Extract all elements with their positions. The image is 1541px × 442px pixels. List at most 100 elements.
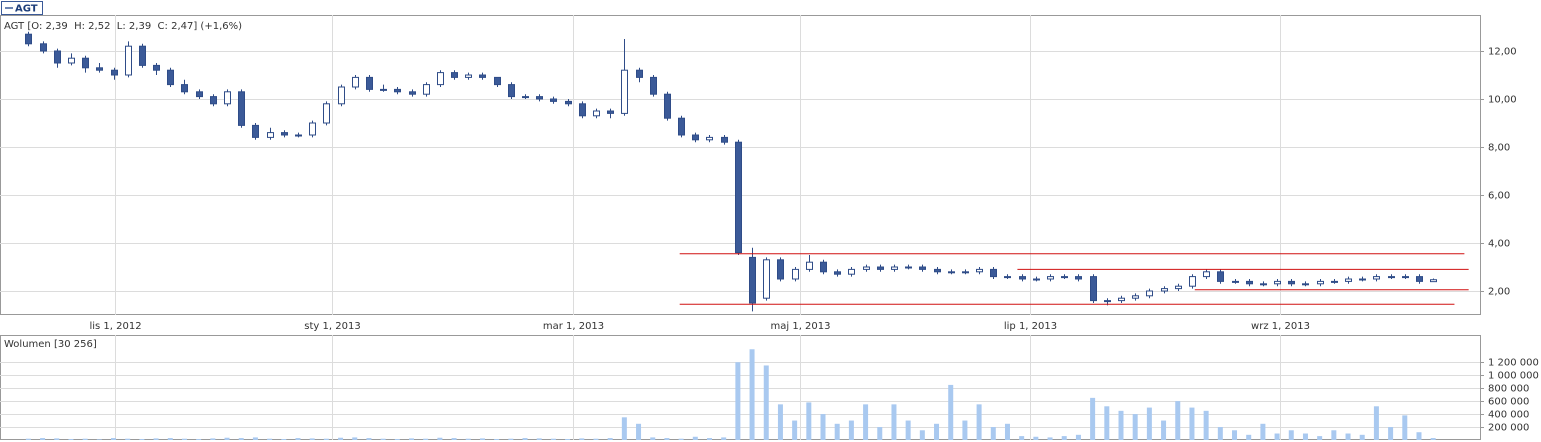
volume-bar [735, 362, 741, 440]
volume-bar [1217, 427, 1223, 440]
candle-body [919, 266, 926, 270]
candle-body [409, 91, 416, 95]
volume-bar [550, 438, 556, 440]
y-tick-label: 2,00 [1488, 287, 1510, 298]
candle-body [863, 266, 870, 270]
volume-bar [224, 437, 230, 440]
candle-body [508, 84, 515, 98]
candle-body [167, 69, 174, 86]
volume-bar [479, 438, 485, 440]
volume-bar [1416, 432, 1422, 440]
volume-bar [777, 404, 783, 440]
candle-body [352, 76, 359, 88]
candle-body [82, 57, 89, 69]
volume-bar [962, 420, 968, 440]
candle-body [68, 57, 75, 64]
y-tick-label: 200 000 [1488, 423, 1529, 434]
volume-bar [380, 438, 386, 440]
volume-bar [919, 430, 925, 440]
price-info: AGT [O: 2,39 H: 2,52 L: 2,39 C: 2,47] (+… [4, 21, 242, 32]
candle-body [1132, 295, 1139, 299]
volume-bar [1033, 436, 1039, 440]
volume-bar [1232, 430, 1238, 440]
candle-body [735, 141, 742, 254]
y-tick-label: 6,00 [1488, 191, 1510, 202]
volume-bar [25, 438, 31, 440]
legend-box [1, 1, 43, 15]
candle-body [1061, 276, 1068, 279]
y-tick-label: 4,00 [1488, 239, 1510, 250]
legend-label: AGT [15, 4, 38, 15]
volume-bar [1004, 423, 1010, 440]
volume-bar [692, 436, 698, 440]
candle-body [96, 67, 103, 71]
volume-bar [338, 437, 344, 440]
volume-bar [763, 365, 769, 440]
candle-body [877, 266, 884, 270]
volume-bar [1402, 415, 1408, 440]
candle-body [210, 96, 217, 105]
volume-bar [1019, 436, 1025, 440]
candle-body [522, 96, 529, 99]
volume-bar [508, 438, 514, 440]
candle-body [338, 86, 345, 105]
candle-body [976, 268, 983, 273]
candle-body [792, 268, 799, 280]
volume-bar [1388, 427, 1394, 440]
candle-body [1430, 279, 1437, 283]
candle-body [1373, 276, 1380, 280]
volume-bar [40, 438, 46, 440]
candle-body [1232, 280, 1239, 283]
candle-body [295, 134, 302, 137]
y-tick-label: 8,00 [1488, 143, 1510, 154]
y-tick-label: 1 000 000 [1488, 371, 1539, 382]
volume-bar [806, 402, 812, 440]
candle-body [1189, 276, 1196, 287]
candle-body [1402, 276, 1409, 279]
volume-bar [465, 438, 471, 440]
volume-bar [1047, 437, 1053, 440]
candle-body [380, 88, 387, 91]
volume-bar [1075, 434, 1081, 440]
x-tick-label: lis 1, 2012 [89, 321, 141, 332]
volume-bar [1430, 438, 1436, 440]
volume-bar [1132, 414, 1138, 440]
candle-body [153, 64, 160, 71]
candle-body [777, 259, 784, 280]
candle-body [1033, 278, 1040, 281]
candle-body [1246, 280, 1253, 285]
candle-body [1118, 297, 1125, 302]
x-tick-label: lip 1, 2013 [1004, 321, 1057, 332]
x-tick-label: sty 1, 2013 [304, 321, 360, 332]
candle-body [834, 271, 841, 275]
candle-body [678, 117, 685, 136]
candle-body [1359, 278, 1366, 281]
candle-body [565, 100, 572, 105]
candle-body [692, 134, 699, 141]
candle-body [664, 93, 671, 119]
volume-bar [394, 439, 400, 440]
candle-body [323, 103, 330, 124]
volume-bar [891, 404, 897, 440]
candle-body [252, 124, 259, 138]
volume-bar [749, 349, 755, 440]
candle-body [54, 50, 61, 64]
candle-body [451, 72, 458, 78]
candle-body [536, 96, 543, 100]
candle-body [1203, 271, 1210, 278]
candle-body [465, 74, 472, 78]
candle-body [1004, 276, 1011, 279]
volume-bar [1331, 430, 1337, 440]
candle-body [848, 268, 855, 275]
candle-body [111, 69, 118, 76]
candle-body [281, 132, 288, 136]
candle-body [749, 256, 756, 304]
volume-bar [451, 438, 457, 440]
volume-bar [323, 438, 329, 440]
volume-bar [848, 420, 854, 440]
volume-bar [990, 427, 996, 440]
volume-bar [1246, 434, 1252, 440]
volume-bar [522, 438, 528, 440]
candle-body [437, 72, 444, 86]
candle-body [366, 76, 373, 90]
